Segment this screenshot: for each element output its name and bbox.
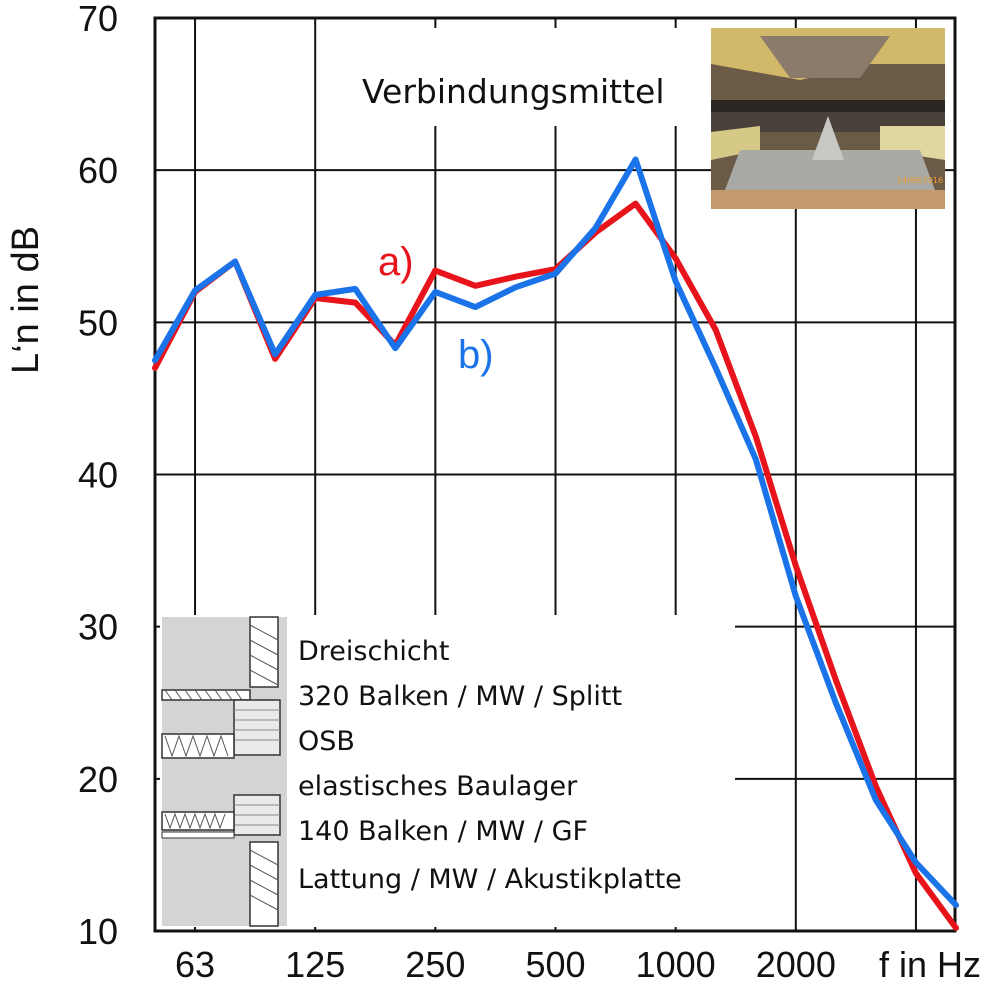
series-a-label: a) [378, 240, 414, 284]
x-tick-label: 125 [285, 944, 345, 985]
y-tick-label: 20 [78, 759, 118, 800]
legend-line-2: 320 Balken / MW / Splitt [298, 681, 622, 712]
x-tick-label: 63 [175, 944, 215, 985]
photo-inset: Verbindungsmittel 14/06/2016 [350, 28, 945, 209]
legend-line-4: elastisches Baulager [298, 771, 578, 802]
y-tick-labels: 10 20 30 40 50 60 70 [78, 0, 118, 952]
y-tick-label: 10 [78, 911, 118, 952]
photo-caption: Verbindungsmittel [362, 72, 665, 111]
x-tick-label: 1000 [636, 944, 716, 985]
section-drawing [161, 616, 287, 927]
x-axis-label: f in Hz [879, 944, 981, 985]
y-tick-label: 70 [78, 0, 118, 39]
y-tick-label: 40 [78, 455, 118, 496]
series-group [152, 156, 959, 931]
legend-line-3: OSB [298, 726, 355, 757]
series-b-label: b) [458, 333, 494, 377]
legend-line-5: 140 Balken / MW / GF [298, 816, 588, 847]
construction-inset: Dreischicht 320 Balken / MW / Splitt OSB… [160, 615, 735, 927]
legend-line-6: Lattung / MW / Akustikplatte [298, 864, 682, 895]
x-tick-label: 250 [405, 944, 465, 985]
photo-date-stamp: 14/06/2016 [897, 176, 943, 185]
legend-line-1: Dreischicht [298, 636, 449, 667]
x-tick-label: 2000 [756, 944, 836, 985]
y-tick-label: 60 [78, 150, 118, 191]
y-tick-label: 30 [78, 607, 118, 648]
connector-photo: 14/06/2016 [711, 28, 945, 209]
y-axis-label: L‘n in dB [5, 226, 47, 374]
y-tick-label: 50 [78, 302, 118, 343]
x-tick-label: 500 [525, 944, 585, 985]
x-tick-labels: 63 125 250 500 1000 2000 [175, 944, 836, 985]
series-line-b [152, 156, 959, 909]
